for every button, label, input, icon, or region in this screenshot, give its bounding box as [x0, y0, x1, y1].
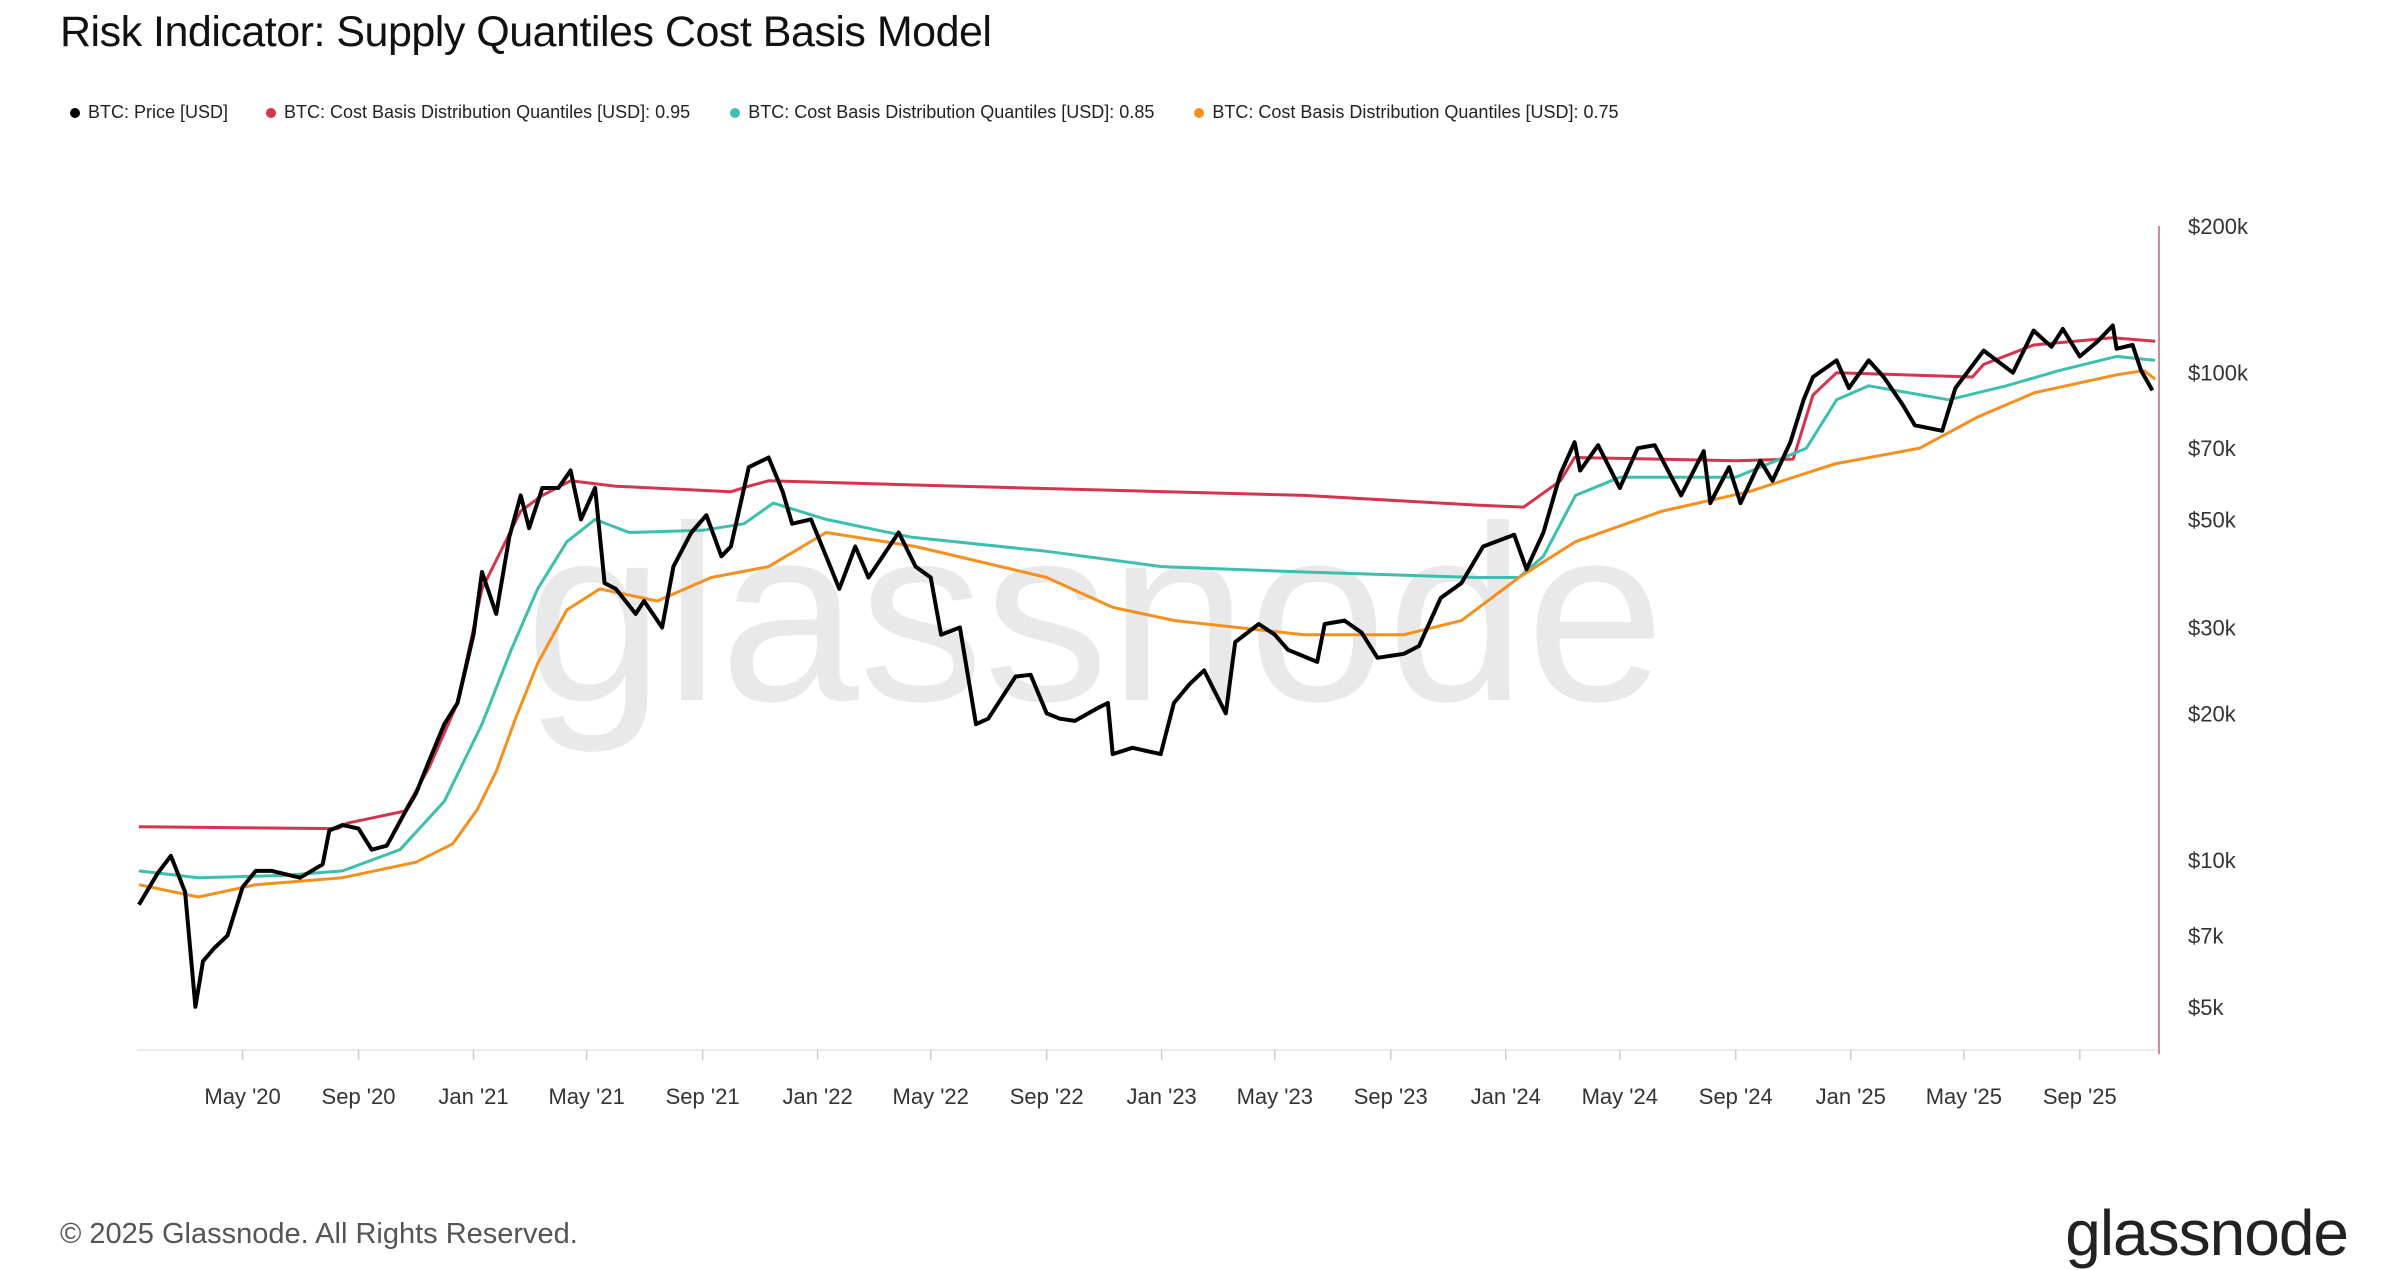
x-tick-label: Jan '24	[1471, 1084, 1541, 1109]
copyright-footer: © 2025 Glassnode. All Rights Reserved.	[60, 1218, 578, 1250]
x-tick-label: Jan '25	[1816, 1084, 1886, 1109]
legend-dot-icon	[70, 107, 80, 118]
legend-item-q085[interactable]: BTC: Cost Basis Distribution Quantiles […	[730, 102, 1154, 123]
x-tick-label: May '22	[893, 1084, 969, 1109]
x-tick-label: Sep '21	[666, 1084, 740, 1109]
y-tick-label: $7k	[2188, 924, 2224, 949]
y-tick-label: $30k	[2188, 616, 2237, 641]
y-tick-label: $5k	[2188, 995, 2224, 1020]
x-tick-label: May '24	[1582, 1084, 1658, 1109]
x-tick-label: Sep '23	[1354, 1084, 1428, 1109]
y-tick-label: $50k	[2188, 507, 2237, 532]
glassnode-logo: glassnode	[2065, 1197, 2349, 1269]
x-tick-label: Jan '21	[438, 1084, 508, 1109]
legend-label: BTC: Cost Basis Distribution Quantiles […	[748, 102, 1155, 122]
legend-dot-icon	[266, 107, 277, 118]
legend-item-q075[interactable]: BTC: Cost Basis Distribution Quantiles […	[1194, 102, 1619, 123]
legend-dot-icon	[730, 107, 741, 118]
legend-label: BTC: Cost Basis Distribution Quantiles […	[1212, 102, 1619, 122]
y-tick-label: $20k	[2188, 701, 2237, 726]
x-tick-label: Sep '22	[1010, 1084, 1084, 1109]
y-tick-label: $100k	[2188, 361, 2249, 386]
legend-item-q095[interactable]: BTC: Cost Basis Distribution Quantiles […	[266, 102, 690, 123]
x-tick-label: May '20	[204, 1084, 280, 1109]
series-line-quantile-085	[138, 354, 2156, 880]
y-tick-label: $10k	[2188, 848, 2237, 873]
legend-item-price[interactable]: BTC: Price [USD]	[70, 102, 228, 123]
series-line-price	[137, 323, 2155, 1009]
x-tick-label: May '21	[548, 1084, 624, 1109]
x-tick-label: Sep '20	[322, 1084, 396, 1109]
x-tick-label: Sep '24	[1699, 1084, 1773, 1109]
x-tick-label: Jan '23	[1127, 1084, 1197, 1109]
x-tick-label: May '23	[1237, 1084, 1313, 1109]
legend-dot-icon	[1194, 107, 1205, 118]
legend: BTC: Price [USD] BTC: Cost Basis Distrib…	[70, 102, 1657, 123]
legend-label: BTC: Cost Basis Distribution Quantiles […	[284, 102, 691, 122]
x-tick-label: Jan '22	[782, 1084, 852, 1109]
legend-label: BTC: Price [USD]	[88, 102, 229, 122]
y-tick-label: $70k	[2188, 436, 2237, 461]
chart-title: Risk Indicator: Supply Quantiles Cost Ba…	[60, 8, 992, 56]
series-line-quantile-075	[138, 369, 2157, 899]
watermark: glassnode	[525, 474, 1665, 753]
y-tick-label: $200k	[2188, 214, 2249, 239]
x-tick-label: May '25	[1926, 1084, 2002, 1109]
x-tick-label: Sep '25	[2043, 1084, 2117, 1109]
